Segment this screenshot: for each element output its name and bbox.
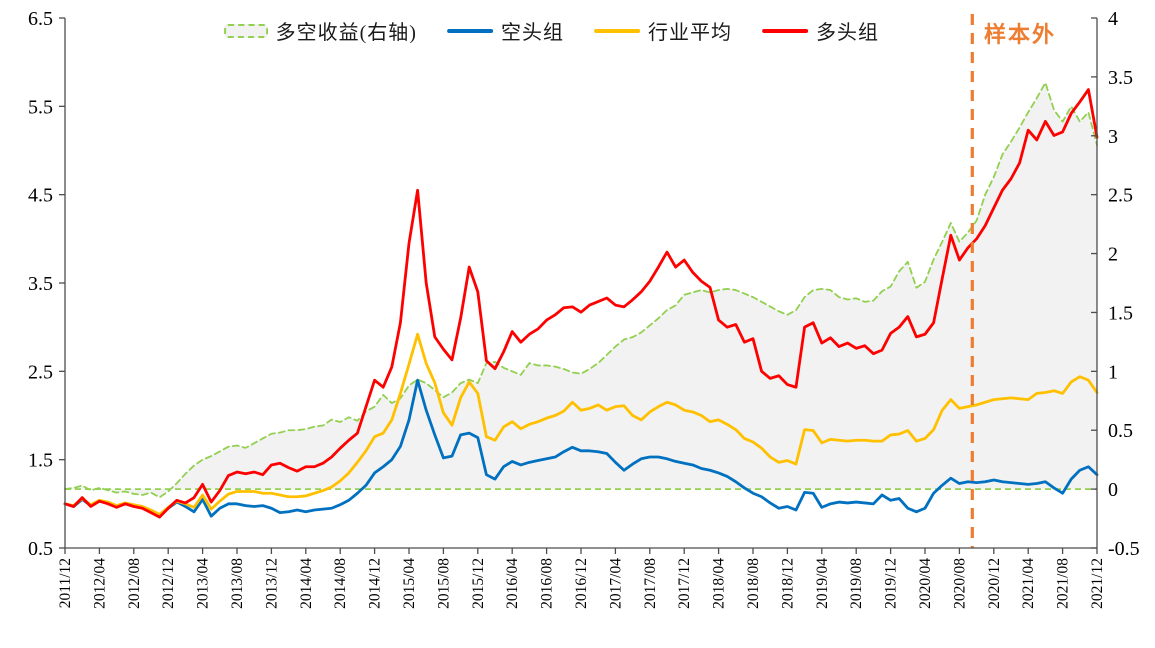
long-short-series-line: [64, 81, 1098, 499]
legend-label-industry: 行业平均: [647, 22, 732, 44]
left-axis-tick-label: 3.5: [28, 273, 53, 295]
x-axis-tick-label: 2016/12: [573, 558, 590, 609]
out-of-sample-label: 样本外: [984, 22, 1057, 47]
left-axis-tick-label: 6.5: [28, 8, 53, 30]
industry-series-line: [63, 332, 1099, 516]
short-series-line: [63, 378, 1099, 518]
x-axis-tick-label: 2011/12: [57, 558, 74, 608]
chart-legend: 多空收益(右轴) 空头组 行业平均 多头组: [223, 16, 879, 45]
x-axis-tick-label: 2013/08: [229, 558, 246, 609]
legend-item-short: 空头组: [446, 16, 564, 45]
x-axis-tick-label: 2015/04: [401, 558, 418, 609]
right-axis-tick-label: 2: [1108, 244, 1118, 266]
right-axis-tick-label: 4: [1108, 8, 1118, 30]
x-axis-tick-label: 2020/04: [917, 558, 934, 609]
left-axis-tick-label: 0.5: [28, 538, 53, 560]
x-axis-tick-label: 2012/12: [160, 558, 177, 609]
x-axis-tick-label: 2019/04: [814, 558, 831, 609]
legend-label-long-short: 多空收益(右轴): [275, 22, 417, 44]
x-axis-tick-label: 2018/08: [745, 558, 762, 609]
x-axis-tick-label: 2014/08: [332, 558, 349, 609]
x-axis-tick-label: 2020/08: [951, 558, 968, 609]
x-axis-tick-label: 2015/12: [470, 558, 487, 609]
x-axis-tick-label: 2018/04: [711, 558, 728, 609]
left-axis-tick-label: 4.5: [28, 185, 53, 207]
left-axis-tick-label: 1.5: [28, 450, 53, 472]
x-axis-tick-label: 2012/08: [126, 558, 143, 609]
right-axis-tick-label: 3.5: [1108, 67, 1133, 89]
legend-label-short: 空头组: [500, 22, 564, 44]
industry-line-swatch-icon: [593, 28, 640, 33]
right-axis-tick-label: 0.5: [1108, 420, 1133, 442]
left-axis-tick-label: 5.5: [28, 96, 53, 118]
x-axis-tick-label: 2018/12: [779, 558, 796, 609]
x-axis-tick-label: 2021/04: [1020, 558, 1037, 609]
right-axis-tick-label: 2.5: [1108, 185, 1133, 207]
right-axis-tick-label: 1.5: [1108, 302, 1133, 324]
right-axis-tick-label: 1: [1108, 361, 1118, 383]
legend-item-long: 多头组: [761, 16, 879, 45]
x-axis-tick-label: 2014/04: [298, 558, 315, 609]
x-axis-tick-label: 2017/12: [676, 558, 693, 609]
x-axis-tick-label: 2019/08: [848, 558, 865, 609]
long-short-area-fill: [65, 82, 1097, 498]
x-axis-tick-label: 2012/04: [91, 558, 108, 609]
x-axis-tick-label: 2017/08: [642, 558, 659, 609]
legend-item-long-short: 多空收益(右轴): [223, 16, 417, 45]
long-line-swatch-icon: [761, 28, 808, 33]
long-short-area-swatch-icon: [223, 23, 268, 38]
x-axis-tick-label: 2013/04: [195, 558, 212, 609]
x-axis-tick-label: 2013/12: [263, 558, 280, 609]
long-series-line: [63, 88, 1099, 519]
x-axis-tick-label: 2020/12: [986, 558, 1003, 609]
x-axis-tick-label: 2014/12: [367, 558, 384, 609]
x-axis-tick-label: 2021/12: [1089, 558, 1106, 609]
legend-item-industry: 行业平均: [593, 16, 732, 45]
x-axis-tick-label: 2017/04: [607, 558, 624, 609]
x-axis-tick-label: 2016/08: [539, 558, 556, 609]
x-axis-tick-label: 2021/08: [1055, 558, 1072, 609]
left-axis-tick-label: 2.5: [28, 361, 53, 383]
x-axis-tick-label: 2016/04: [504, 558, 521, 609]
x-axis-tick-label: 2019/12: [883, 558, 900, 609]
legend-label-long: 多头组: [815, 22, 879, 44]
right-axis-tick-label: -0.5: [1108, 538, 1140, 560]
right-axis-tick-label: 0: [1108, 479, 1118, 501]
right-axis-tick-label: 3: [1108, 126, 1118, 148]
short-line-swatch-icon: [446, 28, 493, 33]
x-axis-tick-label: 2015/08: [435, 558, 452, 609]
